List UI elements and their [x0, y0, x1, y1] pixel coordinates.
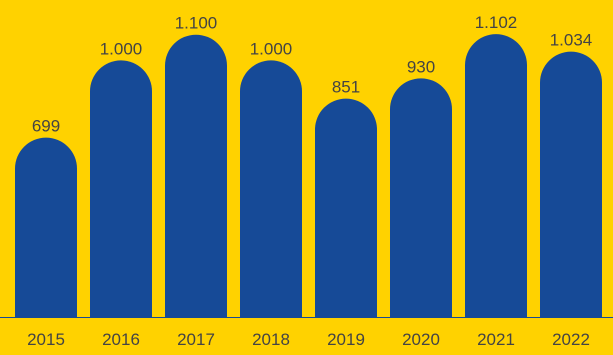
bar-2019 [315, 98, 377, 317]
bar-2020 [390, 78, 452, 318]
x-tick-label-2021: 2021 [477, 330, 515, 349]
value-label-2016: 1.000 [100, 39, 143, 58]
value-label-2021: 1.102 [475, 13, 518, 32]
x-tick-label-2016: 2016 [102, 330, 140, 349]
bar-2018 [240, 60, 302, 318]
bar-2021 [465, 34, 527, 317]
bar-2022 [540, 51, 602, 317]
x-tick-label-2017: 2017 [177, 330, 215, 349]
bars-group [15, 34, 602, 318]
x-tick-label-2019: 2019 [327, 330, 365, 349]
x-tick-label-2015: 2015 [27, 330, 65, 349]
bar-2016 [90, 60, 152, 317]
bar-2015 [15, 137, 77, 317]
bar-2017 [165, 34, 227, 318]
x-tick-label-2022: 2022 [552, 330, 590, 349]
x-tick-label-2018: 2018 [252, 330, 290, 349]
value-label-2018: 1.000 [250, 39, 293, 58]
value-label-2015: 699 [32, 117, 60, 136]
value-label-2017: 1.100 [175, 14, 218, 33]
value-label-2019: 851 [332, 78, 360, 97]
x-tick-labels-group: 2015 2016 2017 2018 2019 2020 2021 2022 [27, 330, 590, 349]
value-labels-group: 699 1.000 1.100 1.000 851 930 1.102 1.034 [32, 13, 592, 135]
value-label-2020: 930 [407, 57, 435, 76]
x-tick-label-2020: 2020 [402, 330, 440, 349]
value-label-2022: 1.034 [550, 31, 593, 50]
